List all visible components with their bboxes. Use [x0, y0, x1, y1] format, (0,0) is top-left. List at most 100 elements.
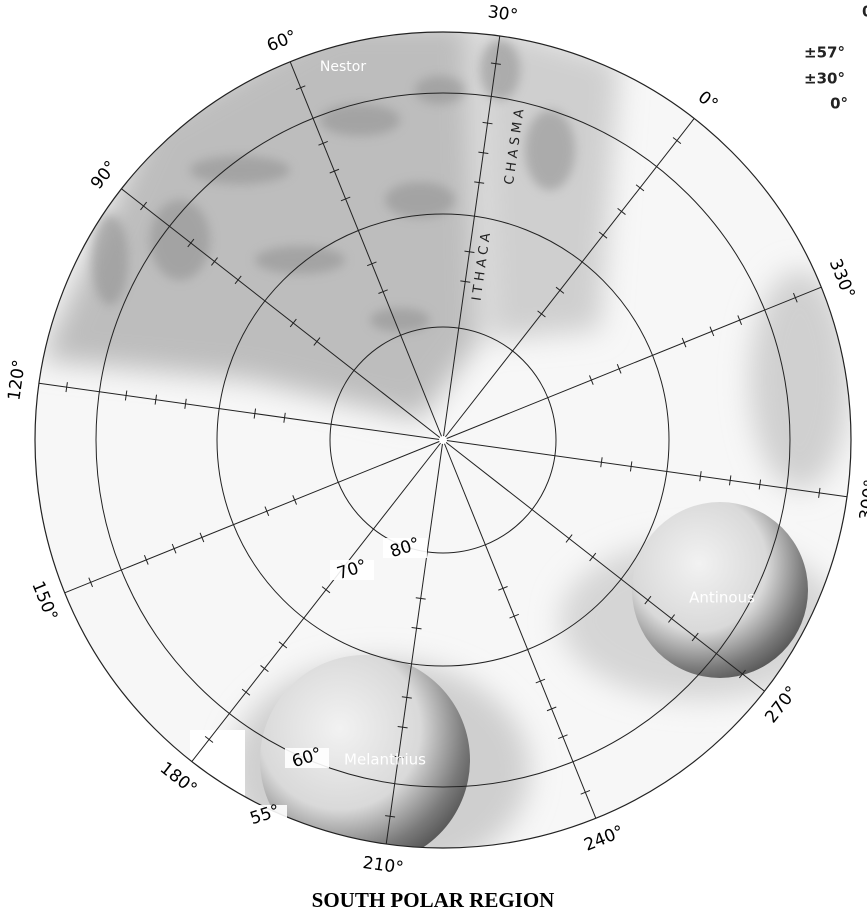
tick	[589, 375, 594, 385]
tick	[184, 398, 187, 409]
tick	[490, 62, 501, 65]
longitude-label: 120°	[4, 358, 30, 401]
tick	[199, 532, 205, 543]
meridian	[64, 439, 444, 594]
tick	[393, 755, 404, 759]
tick	[728, 475, 732, 486]
tick	[681, 337, 687, 348]
tick	[498, 586, 508, 591]
tick	[616, 364, 622, 374]
tick	[600, 457, 603, 468]
legend-label: 0	[862, 3, 867, 21]
tick	[234, 275, 242, 285]
label-bg	[243, 805, 287, 825]
tick	[378, 289, 388, 294]
meridian	[442, 439, 597, 819]
tick	[709, 326, 715, 337]
legend-label: ±30°	[804, 70, 845, 88]
meridian	[442, 286, 822, 441]
meridian	[442, 35, 501, 441]
longitude-label: 90°	[87, 157, 121, 193]
meridian	[191, 439, 444, 762]
tick	[318, 140, 328, 146]
tick	[340, 196, 351, 202]
tick	[292, 495, 297, 505]
longitude-label: 210°	[361, 853, 404, 879]
longitude-label: 330°	[825, 256, 859, 301]
tick	[617, 208, 626, 215]
tick	[124, 390, 128, 401]
tick	[88, 577, 94, 588]
tick	[367, 261, 377, 267]
tick	[474, 181, 485, 184]
tick	[737, 315, 743, 325]
tick	[65, 382, 68, 393]
feature-label: Melanthius	[344, 751, 426, 769]
tick	[792, 292, 798, 303]
graticule	[34, 31, 852, 849]
tick	[738, 669, 746, 679]
label-bg	[383, 538, 427, 558]
tick	[385, 815, 396, 818]
longitude-label: 180°	[156, 758, 201, 799]
tick	[589, 552, 597, 562]
tick	[537, 310, 546, 318]
longitude-label: 240°	[581, 822, 626, 856]
tick	[295, 85, 306, 91]
tick	[509, 613, 519, 619]
longitude-label: 300°	[856, 478, 867, 521]
tick	[580, 789, 591, 795]
tick	[699, 471, 702, 482]
tick	[598, 231, 608, 239]
feature-label: Antinous	[689, 589, 755, 607]
tick	[211, 257, 218, 266]
label-bg	[330, 560, 374, 580]
tick	[644, 595, 652, 605]
label-bg	[285, 748, 329, 768]
meridian	[442, 439, 765, 692]
longitude-label: 60°	[264, 26, 299, 56]
tick	[289, 318, 297, 328]
tick	[691, 632, 699, 642]
tick	[565, 534, 573, 543]
tick	[464, 250, 475, 254]
meridian	[442, 439, 848, 498]
tick	[204, 735, 214, 743]
longitude-label: 150°	[27, 578, 61, 623]
tick	[154, 394, 158, 405]
tick	[558, 734, 568, 740]
tick	[535, 678, 546, 684]
tick	[635, 184, 645, 192]
tick	[313, 337, 321, 346]
tick	[758, 479, 762, 490]
tick	[668, 614, 675, 623]
meridian	[385, 439, 444, 845]
tick	[411, 626, 422, 630]
meridian	[38, 382, 444, 441]
tick	[264, 506, 270, 516]
meridian	[121, 188, 444, 441]
legend-label: 0°	[830, 95, 848, 113]
tick	[415, 597, 426, 600]
tick	[401, 696, 412, 699]
tick	[818, 487, 821, 498]
tick	[629, 461, 633, 472]
tick	[260, 665, 269, 672]
meridian	[289, 61, 444, 441]
tick	[171, 543, 177, 554]
tick	[397, 725, 408, 729]
pole	[439, 436, 447, 444]
tick	[546, 706, 557, 712]
map-title: SOUTH POLAR REGION	[312, 888, 555, 912]
tick	[140, 201, 148, 211]
feature-label: Nestor	[320, 59, 366, 75]
tick	[672, 137, 682, 145]
tick	[278, 641, 288, 649]
meridian	[442, 118, 695, 441]
longitude-label: 30°	[487, 2, 520, 26]
longitude-label: 0°	[694, 87, 722, 115]
legend-label: ±57°	[804, 44, 845, 62]
tick	[478, 151, 489, 155]
tick	[283, 412, 286, 423]
